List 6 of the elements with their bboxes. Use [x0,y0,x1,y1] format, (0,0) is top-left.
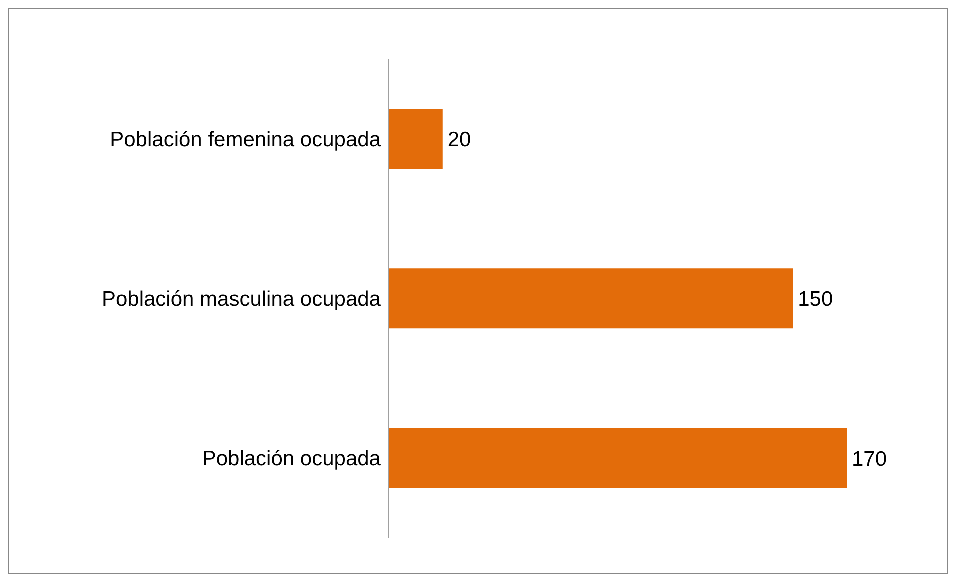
data-label: 150 [798,288,834,312]
y-tick-label: Población ocupada [202,448,382,471]
data-label: 20 [448,128,472,152]
y-tick-label: Población masculina ocupada [102,288,382,311]
data-label: 170 [852,448,888,471]
y-tick-label: Población femenina ocupada [110,128,382,152]
